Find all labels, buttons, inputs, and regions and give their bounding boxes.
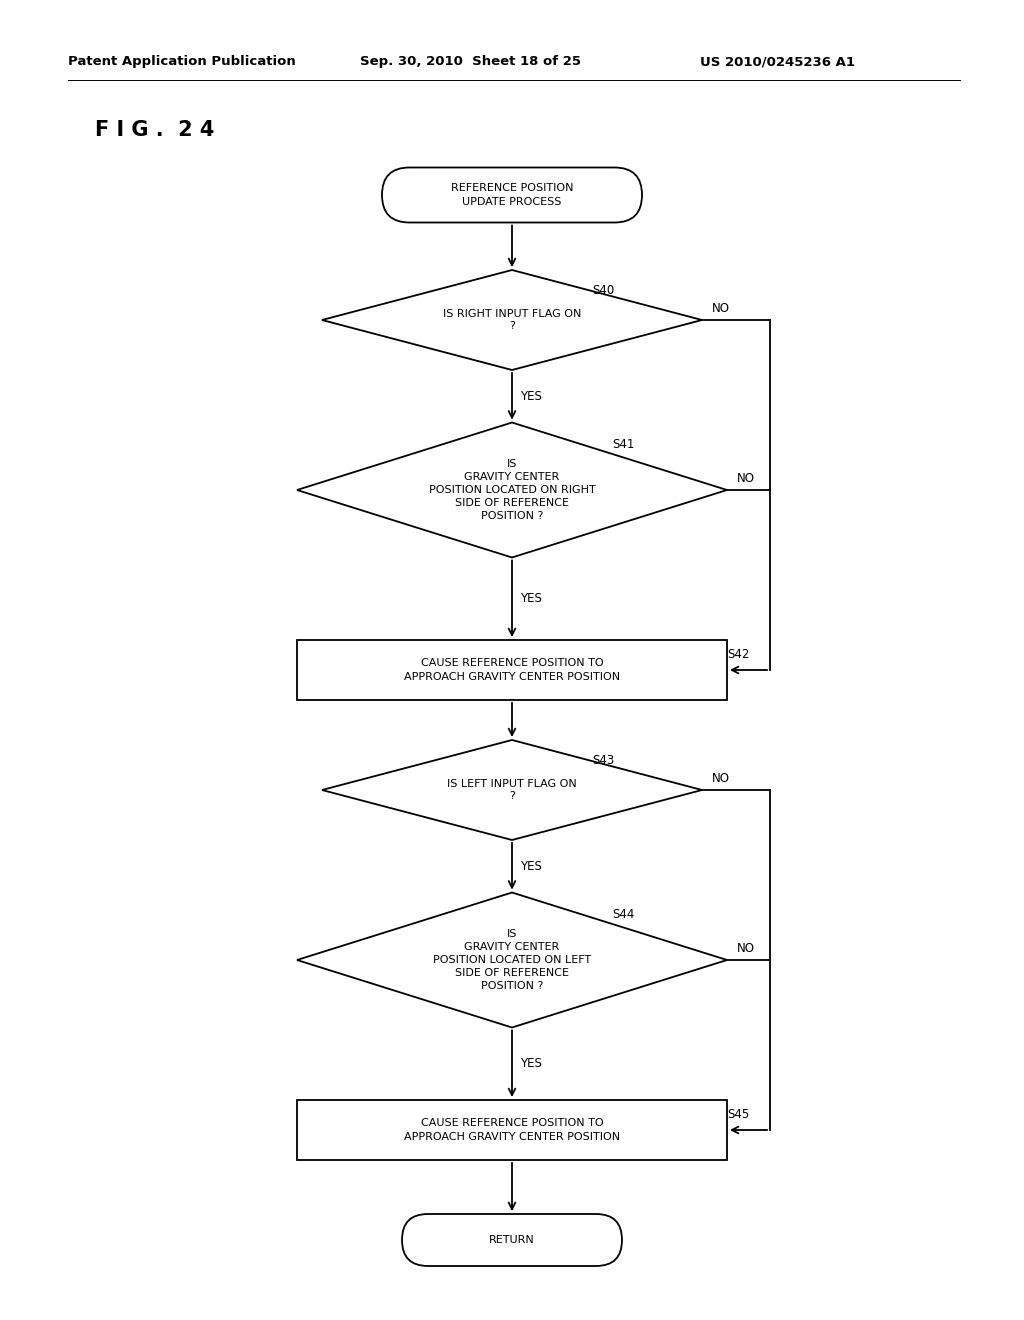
Text: S41: S41	[612, 438, 635, 451]
Text: NO: NO	[712, 771, 730, 784]
FancyBboxPatch shape	[382, 168, 642, 223]
Polygon shape	[297, 892, 727, 1027]
Text: S43: S43	[592, 754, 614, 767]
Text: IS
GRAVITY CENTER
POSITION LOCATED ON RIGHT
SIDE OF REFERENCE
POSITION ?: IS GRAVITY CENTER POSITION LOCATED ON RI…	[429, 459, 595, 520]
Text: IS LEFT INPUT FLAG ON
?: IS LEFT INPUT FLAG ON ?	[447, 779, 577, 801]
Text: Patent Application Publication: Patent Application Publication	[68, 55, 296, 69]
Text: REFERENCE POSITION
UPDATE PROCESS: REFERENCE POSITION UPDATE PROCESS	[451, 183, 573, 207]
Text: F I G .  2 4: F I G . 2 4	[95, 120, 214, 140]
Polygon shape	[322, 271, 702, 370]
Text: NO: NO	[737, 471, 755, 484]
Text: S45: S45	[727, 1109, 750, 1122]
Text: S42: S42	[727, 648, 750, 661]
Text: YES: YES	[520, 593, 542, 606]
Text: RETURN: RETURN	[489, 1236, 535, 1245]
Text: NO: NO	[737, 941, 755, 954]
Polygon shape	[322, 741, 702, 840]
Text: S40: S40	[592, 284, 614, 297]
Text: IS RIGHT INPUT FLAG ON
?: IS RIGHT INPUT FLAG ON ?	[442, 309, 582, 331]
Text: CAUSE REFERENCE POSITION TO
APPROACH GRAVITY CENTER POSITION: CAUSE REFERENCE POSITION TO APPROACH GRA…	[403, 659, 621, 681]
Text: S44: S44	[612, 908, 635, 921]
Text: NO: NO	[712, 301, 730, 314]
Text: YES: YES	[520, 389, 542, 403]
Polygon shape	[297, 422, 727, 557]
Text: YES: YES	[520, 859, 542, 873]
Text: IS
GRAVITY CENTER
POSITION LOCATED ON LEFT
SIDE OF REFERENCE
POSITION ?: IS GRAVITY CENTER POSITION LOCATED ON LE…	[433, 929, 591, 990]
Text: Sep. 30, 2010  Sheet 18 of 25: Sep. 30, 2010 Sheet 18 of 25	[360, 55, 581, 69]
Bar	[297, 640, 727, 700]
Text: CAUSE REFERENCE POSITION TO
APPROACH GRAVITY CENTER POSITION: CAUSE REFERENCE POSITION TO APPROACH GRA…	[403, 1118, 621, 1142]
FancyBboxPatch shape	[402, 1214, 622, 1266]
Bar	[297, 1100, 727, 1160]
Text: YES: YES	[520, 1057, 542, 1071]
Text: US 2010/0245236 A1: US 2010/0245236 A1	[700, 55, 855, 69]
